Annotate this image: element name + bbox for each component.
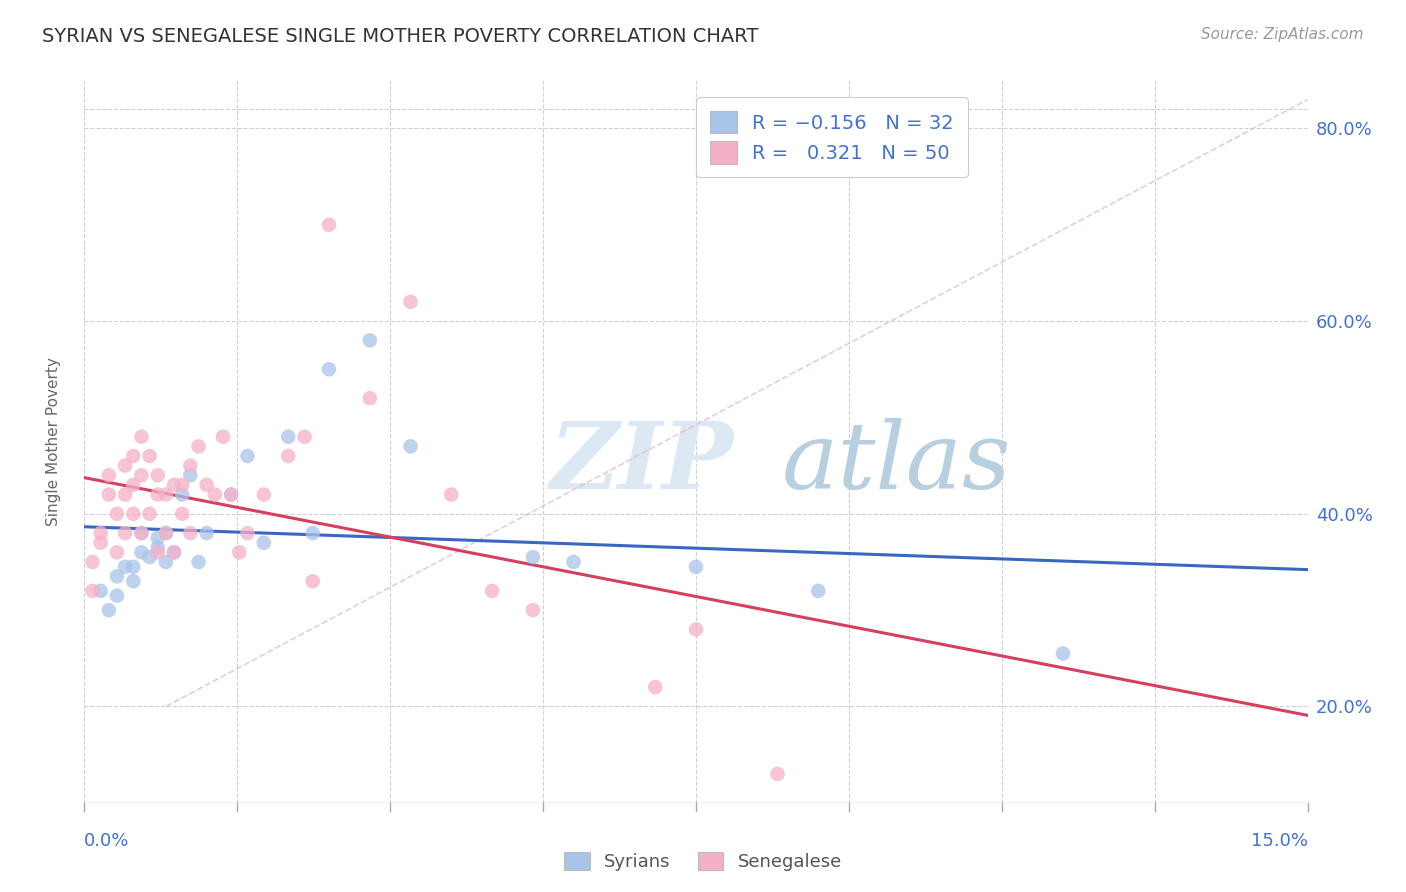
Point <box>90 526 112 541</box>
Point <box>114 487 136 501</box>
Point <box>172 478 194 492</box>
Point <box>114 458 136 473</box>
Point <box>82 583 104 598</box>
Point <box>114 526 136 541</box>
Text: 15.0%: 15.0% <box>1250 831 1308 850</box>
Point <box>685 559 707 574</box>
Point <box>155 487 177 501</box>
Text: 0.0%: 0.0% <box>84 831 129 850</box>
Point <box>399 439 422 453</box>
Point <box>236 526 259 541</box>
Point <box>253 535 276 549</box>
Text: atlas: atlas <box>782 418 1011 508</box>
Point <box>807 583 830 598</box>
Point <box>187 439 209 453</box>
Point <box>253 487 276 501</box>
Point <box>359 334 381 348</box>
Point <box>105 569 128 583</box>
Point <box>97 468 120 483</box>
Legend: Syrians, Senegalese: Syrians, Senegalese <box>557 845 849 879</box>
Point <box>172 487 194 501</box>
Point <box>318 218 340 232</box>
Point <box>195 526 218 541</box>
Text: SYRIAN VS SENEGALESE SINGLE MOTHER POVERTY CORRELATION CHART: SYRIAN VS SENEGALESE SINGLE MOTHER POVER… <box>42 27 759 45</box>
Point <box>131 526 153 541</box>
Point <box>212 430 235 444</box>
Point <box>131 545 153 559</box>
Point <box>562 555 585 569</box>
Point <box>105 507 128 521</box>
Point <box>97 603 120 617</box>
Point <box>97 487 120 501</box>
Point <box>146 468 169 483</box>
Point <box>179 458 201 473</box>
Point <box>138 507 160 521</box>
Point <box>90 583 112 598</box>
Point <box>131 430 153 444</box>
Point <box>219 487 242 501</box>
Point <box>146 541 169 555</box>
Point <box>644 680 666 694</box>
Point <box>187 555 209 569</box>
Point <box>219 487 242 501</box>
Point <box>155 555 177 569</box>
Text: Source: ZipAtlas.com: Source: ZipAtlas.com <box>1201 27 1364 42</box>
Point <box>138 449 160 463</box>
Point <box>318 362 340 376</box>
Point <box>146 531 169 545</box>
Point <box>481 583 503 598</box>
Point <box>114 559 136 574</box>
Point <box>359 391 381 405</box>
Point <box>277 430 299 444</box>
Point <box>399 294 422 309</box>
Point <box>146 545 169 559</box>
Point <box>301 526 323 541</box>
Point <box>163 545 186 559</box>
Point <box>122 478 145 492</box>
Point <box>685 623 707 637</box>
Point <box>294 430 316 444</box>
Point <box>155 526 177 541</box>
Point <box>179 468 201 483</box>
Point <box>155 526 177 541</box>
Point <box>440 487 463 501</box>
Point <box>163 478 186 492</box>
Point <box>131 468 153 483</box>
Point <box>138 550 160 565</box>
Point <box>277 449 299 463</box>
Text: Single Mother Poverty: Single Mother Poverty <box>46 357 62 526</box>
Point <box>163 545 186 559</box>
Point <box>131 526 153 541</box>
Point <box>522 603 544 617</box>
Point <box>1052 647 1074 661</box>
Point <box>236 449 259 463</box>
Point <box>301 574 323 589</box>
Legend: R = −0.156   N = 32, R =   0.321   N = 50: R = −0.156 N = 32, R = 0.321 N = 50 <box>696 97 967 178</box>
Point <box>90 535 112 549</box>
Point <box>195 478 218 492</box>
Point <box>179 526 201 541</box>
Point <box>228 545 250 559</box>
Point <box>522 550 544 565</box>
Point <box>105 589 128 603</box>
Point <box>146 487 169 501</box>
Point <box>204 487 226 501</box>
Point <box>122 507 145 521</box>
Point <box>122 559 145 574</box>
Point <box>122 449 145 463</box>
Point <box>105 545 128 559</box>
Point <box>122 574 145 589</box>
Point <box>766 767 789 781</box>
Text: ZIP: ZIP <box>550 418 734 508</box>
Point <box>172 507 194 521</box>
Point <box>82 555 104 569</box>
